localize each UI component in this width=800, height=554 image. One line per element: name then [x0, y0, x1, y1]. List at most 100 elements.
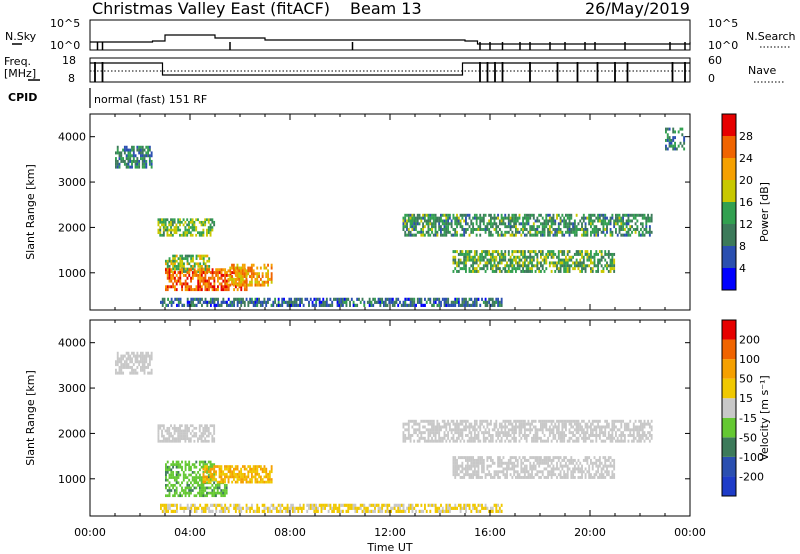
heatmap-cell: [191, 276, 194, 280]
heatmap-cell: [184, 257, 187, 260]
heatmap-cell: [406, 213, 408, 217]
heatmap-cell: [200, 494, 203, 498]
heatmap-cell: [386, 303, 389, 307]
heatmap-cell: [190, 465, 192, 469]
heatmap-cell: [490, 433, 492, 437]
heatmap-cell: [188, 473, 191, 477]
heatmap-cell: [213, 489, 216, 492]
heatmap-cell: [172, 503, 175, 507]
heatmap-cell: [504, 419, 507, 423]
heatmap-cell: [207, 228, 210, 232]
heatmap-cell: [277, 503, 280, 507]
heatmap-cell: [115, 371, 117, 375]
heatmap-cell: [634, 419, 637, 423]
heatmap-cell: [438, 428, 441, 432]
power-colorbar-label: Power [dB]: [758, 182, 771, 242]
heatmap-cell: [179, 265, 182, 268]
heatmap-cell: [313, 297, 316, 301]
heatmap-cell: [390, 297, 392, 301]
heatmap-cell: [600, 269, 603, 273]
heatmap-cell: [570, 227, 573, 231]
heatmap-cell: [115, 165, 117, 169]
heatmap-cell: [515, 422, 517, 426]
heatmap-cell: [477, 467, 480, 471]
heatmap-cell: [265, 470, 268, 474]
heatmap-cell: [459, 261, 462, 265]
heatmap-cell: [516, 461, 519, 465]
heatmap-cell: [591, 230, 594, 234]
heatmap-cell: [579, 470, 582, 474]
heatmap-cell: [208, 259, 211, 263]
heatmap-cell: [445, 428, 448, 432]
heatmap-cell: [261, 509, 264, 513]
heatmap-cell: [531, 475, 533, 479]
x-tick-labels: 00:00 04:00 08:00 12:00 16:00 20:00 00:00: [74, 526, 706, 539]
heatmap-cell: [461, 300, 464, 304]
heatmap-cell: [622, 213, 625, 217]
heatmap-cell: [497, 464, 500, 468]
heatmap-cell: [461, 250, 464, 254]
colorbar-segment: [722, 476, 736, 496]
heatmap-cell: [559, 230, 562, 234]
heatmap-cell: [641, 213, 644, 217]
heatmap-cell: [490, 213, 492, 217]
heatmap-cell: [575, 264, 578, 268]
heatmap-cell: [475, 461, 478, 465]
heatmap-cell: [215, 470, 217, 474]
heatmap-cell: [259, 277, 262, 281]
heatmap-cell: [470, 464, 473, 468]
heatmap-cell: [172, 471, 175, 474]
heatmap-cell: [179, 254, 182, 258]
heatmap-cell: [506, 225, 508, 229]
heatmap-cell: [532, 475, 535, 479]
heatmap-cell: [465, 252, 467, 256]
heatmap-cell: [479, 475, 482, 479]
heatmap-cell: [531, 473, 533, 477]
heatmap-cell: [593, 255, 596, 259]
heatmap-cell: [249, 506, 252, 510]
heatmap-cell: [629, 227, 632, 231]
heatmap-cell: [543, 261, 546, 265]
heatmap-cell: [122, 365, 125, 369]
heatmap-cell: [292, 303, 294, 307]
heatmap-cell: [522, 470, 525, 474]
heatmap-cell: [482, 464, 485, 468]
heatmap-cell: [463, 475, 466, 479]
heatmap-cell: [568, 225, 571, 229]
heatmap-cell: [265, 300, 268, 304]
heatmap-cell: [527, 473, 530, 477]
heatmap-cell: [463, 419, 466, 423]
heatmap-cell: [513, 219, 516, 223]
heatmap-cell: [168, 268, 171, 272]
heatmap-cell: [242, 300, 244, 304]
heatmap-cell: [190, 481, 192, 485]
heatmap-cell: [409, 297, 412, 301]
heatmap-cell: [598, 419, 601, 423]
heatmap-cell: [241, 478, 244, 481]
heatmap-cell: [581, 252, 583, 256]
heatmap-cell: [206, 503, 209, 507]
heatmap-cell: [573, 419, 576, 423]
heatmap-cell: [182, 218, 185, 222]
heatmap-cell: [545, 225, 548, 229]
heatmap-cell: [488, 250, 491, 254]
heatmap-cell: [527, 470, 530, 474]
heatmap-cell: [607, 222, 610, 226]
heatmap-cell: [129, 148, 132, 152]
heatmap-cell: [493, 269, 496, 273]
heatmap-cell: [420, 431, 423, 435]
heatmap-cell: [561, 439, 564, 443]
heatmap-cell: [434, 425, 437, 429]
heatmap-cell: [209, 460, 212, 464]
heatmap-cell: [132, 157, 135, 161]
heatmap-cell: [627, 213, 630, 217]
heatmap-cell: [393, 303, 396, 307]
heatmap-cell: [329, 303, 332, 307]
heatmap-cell: [270, 465, 273, 468]
heatmap-cell: [218, 282, 221, 286]
heatmap-cell: [511, 461, 514, 465]
heatmap-cell: [229, 283, 232, 287]
heatmap-cell: [463, 425, 466, 429]
heatmap-cell: [407, 219, 410, 223]
